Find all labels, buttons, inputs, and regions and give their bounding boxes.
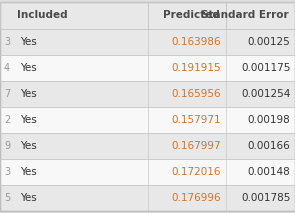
Text: Yes: Yes	[20, 63, 37, 73]
Text: Included: Included	[17, 10, 68, 20]
Bar	[0, 81, 295, 107]
Text: 3: 3	[4, 37, 10, 47]
Text: 0.00166: 0.00166	[248, 141, 291, 151]
Bar	[226, 2, 295, 29]
Text: Yes: Yes	[20, 193, 37, 203]
Text: 0.172016: 0.172016	[172, 167, 221, 177]
Text: 0.001254: 0.001254	[241, 89, 291, 99]
Text: 3: 3	[4, 167, 10, 177]
Text: 0.191915: 0.191915	[172, 63, 221, 73]
Text: 0.00125: 0.00125	[248, 37, 291, 47]
Text: 9: 9	[4, 141, 10, 151]
Text: Predicted: Predicted	[163, 10, 220, 20]
Bar	[0, 159, 295, 185]
Bar	[0, 29, 295, 55]
Bar	[0, 185, 295, 211]
Text: 0.157971: 0.157971	[172, 115, 221, 125]
Bar	[0, 107, 295, 133]
Text: Yes: Yes	[20, 37, 37, 47]
Text: 0.165956: 0.165956	[172, 89, 221, 99]
Text: 0.163986: 0.163986	[172, 37, 221, 47]
Text: 0.001785: 0.001785	[241, 193, 291, 203]
Text: 0.00148: 0.00148	[248, 167, 291, 177]
Text: 0.001175: 0.001175	[241, 63, 291, 73]
Text: Yes: Yes	[20, 89, 37, 99]
Text: 0.00198: 0.00198	[248, 115, 291, 125]
Text: 7: 7	[4, 89, 10, 99]
Bar	[0, 2, 148, 29]
Text: 0.167997: 0.167997	[172, 141, 221, 151]
Bar	[0, 55, 295, 81]
Text: Yes: Yes	[20, 115, 37, 125]
Text: Yes: Yes	[20, 141, 37, 151]
Bar	[148, 2, 226, 29]
Text: 0.176996: 0.176996	[172, 193, 221, 203]
Bar	[0, 133, 295, 159]
Text: Yes: Yes	[20, 167, 37, 177]
Text: 2: 2	[4, 115, 10, 125]
Text: 5: 5	[4, 193, 10, 203]
Text: 4: 4	[4, 63, 10, 73]
Text: Standard Error: Standard Error	[201, 10, 289, 20]
